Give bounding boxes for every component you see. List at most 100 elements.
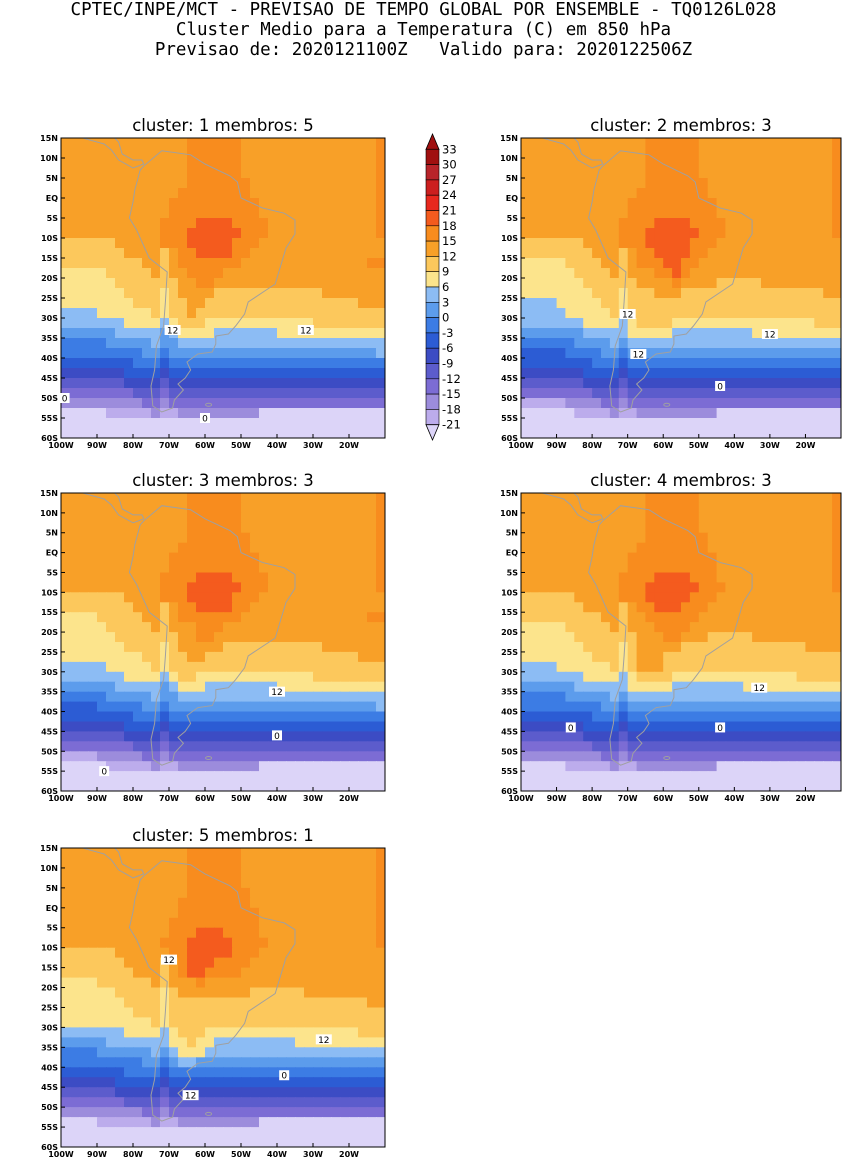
lat-label: 30S xyxy=(501,314,518,323)
map-frame xyxy=(60,492,386,792)
contour-label: 0 xyxy=(717,383,723,393)
map-panel-4: cluster: 4 membros: 3 15N 10N 5N EQ 5S 10S 15S 2… xyxy=(500,471,842,803)
lat-label: 40S xyxy=(501,708,518,717)
map-panel-1: cluster: 1 membros: 5 15N 10N 5N EQ 5S 10S 15S 2… xyxy=(40,116,386,450)
lon-label: 70W xyxy=(159,1150,179,1157)
lat-label: 15S xyxy=(41,254,58,263)
lat-label: 15N xyxy=(40,134,58,143)
colorbar-label: 15 xyxy=(442,234,457,248)
coastline xyxy=(61,848,296,1122)
lon-label: 50W xyxy=(231,1150,251,1157)
contour-label-box xyxy=(59,393,70,403)
lat-label: 60S xyxy=(501,787,518,796)
lat-label: EQ xyxy=(46,549,58,558)
contour-label: 12 xyxy=(318,1036,329,1046)
colorbar-label: 27 xyxy=(442,173,457,187)
contour-label-box xyxy=(761,329,778,339)
lat-label: 10S xyxy=(41,588,58,597)
lon-label: 50W xyxy=(231,441,251,450)
lon-label: 30W xyxy=(303,1150,323,1157)
contour-label-box xyxy=(269,686,285,697)
lat-label: 55S xyxy=(501,414,518,423)
lat-label: 15N xyxy=(40,844,58,853)
lat-label: EQ xyxy=(46,904,58,913)
lon-label: 70W xyxy=(159,441,179,450)
contour-label-box xyxy=(182,1090,199,1101)
lat-label: 50S xyxy=(41,747,58,756)
lon-label: 90W xyxy=(547,794,567,803)
colorbar-label: 0 xyxy=(442,311,449,325)
colorbar-band xyxy=(425,256,440,272)
lat-label: 35S xyxy=(501,334,518,343)
colorbar-label: -18 xyxy=(442,402,461,416)
lat-label: 55S xyxy=(41,767,58,776)
lon-label: 20W xyxy=(339,441,359,450)
map-panel-2: cluster: 2 membros: 3 15N 10N 5N EQ 5S 10S 15S 2… xyxy=(500,116,842,450)
lon-label: 20W xyxy=(795,794,815,803)
lat-label: 25S xyxy=(501,294,518,303)
temperature-field xyxy=(61,493,385,791)
contour-label-box xyxy=(272,730,282,741)
lat-label: 35S xyxy=(41,688,58,697)
contour-label: 0 xyxy=(101,768,107,778)
map-frame xyxy=(520,492,842,792)
lon-label: 40W xyxy=(267,441,287,450)
lat-label: 15N xyxy=(500,134,518,143)
lat-label: 30S xyxy=(41,314,58,323)
lat-label: EQ xyxy=(46,194,58,203)
contour-label: 12 xyxy=(300,327,311,337)
lat-label: 45S xyxy=(501,727,518,736)
lat-label: 45S xyxy=(41,727,58,736)
lat-label: 20S xyxy=(501,274,518,283)
lat-label: 30S xyxy=(41,1023,58,1032)
lat-label: 10N xyxy=(500,154,518,163)
lat-label: 15N xyxy=(500,489,518,498)
lat-label: 15S xyxy=(501,608,518,617)
colorbar-band xyxy=(425,317,440,334)
colorbar-band xyxy=(425,164,440,181)
colorbar-bottom-triangle xyxy=(425,424,440,442)
lat-label: 5S xyxy=(47,214,59,223)
lon-label: 80W xyxy=(123,794,143,803)
colorbar-label: 18 xyxy=(442,219,457,233)
lon-label: 50W xyxy=(689,794,709,803)
lat-label: 15S xyxy=(501,254,518,263)
contour-label: 12 xyxy=(185,1092,196,1102)
lon-label: 100W xyxy=(48,794,74,803)
lon-label: 90W xyxy=(87,441,107,450)
lat-label: 35S xyxy=(41,334,58,343)
lon-label: 20W xyxy=(339,794,359,803)
contour-label-box xyxy=(164,325,181,335)
lat-label: 10S xyxy=(501,588,518,597)
lon-label: 60W xyxy=(195,441,215,450)
lat-label: 20S xyxy=(41,628,58,637)
colorbar-label: -12 xyxy=(442,372,461,386)
lon-label: 60W xyxy=(195,1150,215,1157)
lat-label: EQ xyxy=(506,194,518,203)
lat-label: 30S xyxy=(501,668,518,677)
lon-label: 70W xyxy=(618,794,638,803)
lat-label: 15S xyxy=(41,608,58,617)
temperature-field xyxy=(521,493,841,791)
lon-label: 100W xyxy=(48,441,74,450)
lon-label: 90W xyxy=(87,1150,107,1157)
lon-label: 20W xyxy=(795,441,815,450)
colorbar-band xyxy=(425,286,440,303)
colorbar-label: -3 xyxy=(442,326,453,340)
colorbar-label: 24 xyxy=(442,188,457,202)
lon-label: 100W xyxy=(508,441,534,450)
map-frame xyxy=(60,137,386,439)
colorbar-label: 12 xyxy=(442,249,457,263)
temperature-field xyxy=(61,848,385,1147)
contour-label: 0 xyxy=(274,732,280,742)
map-frame xyxy=(60,847,386,1148)
panel-title: cluster: 1 membros: 5 xyxy=(132,116,314,135)
lat-label: 10N xyxy=(40,154,58,163)
lat-label: 40S xyxy=(501,354,518,363)
panel-title: cluster: 4 membros: 3 xyxy=(590,471,772,490)
colorbar-band xyxy=(425,271,440,288)
lon-label: 40W xyxy=(724,441,744,450)
colorbar-band xyxy=(425,179,440,196)
lat-label: 55S xyxy=(41,414,58,423)
colorbar-band xyxy=(425,301,440,318)
